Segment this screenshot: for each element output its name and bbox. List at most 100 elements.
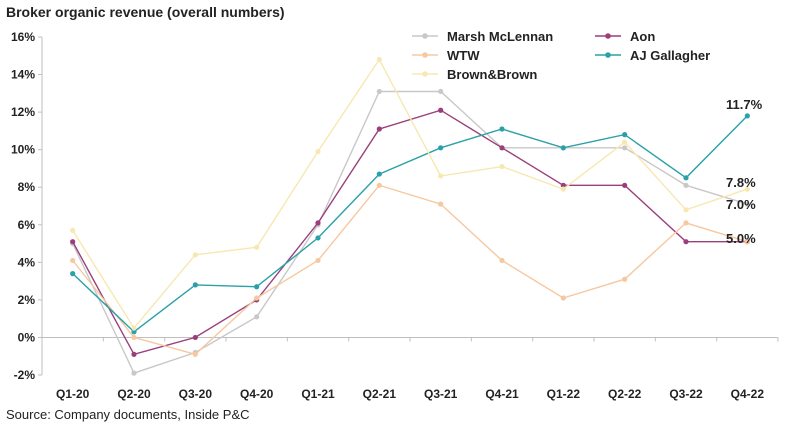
- legend: Marsh McLennan Aon WTW AJ Gallagher Brown&Br…: [412, 29, 710, 82]
- y-tick-label: 2%: [18, 293, 36, 307]
- data-point-marsh-mclennan: [622, 145, 628, 151]
- x-tick-label: Q1-22: [547, 387, 581, 401]
- data-point-wtw: [560, 295, 566, 301]
- data-point-brown-brown: [744, 186, 750, 192]
- data-point-brown-brown: [376, 56, 382, 63]
- data-point-aon: [683, 239, 689, 245]
- data-point-wtw: [622, 276, 628, 282]
- data-point-aon: [499, 145, 505, 151]
- x-tick-label: Q2-21: [363, 387, 397, 401]
- legend-label: WTW: [447, 48, 480, 63]
- data-point-brown-brown: [315, 148, 321, 155]
- data-point-aj-gallagher: [131, 329, 137, 335]
- data-point-aj-gallagher: [744, 113, 750, 119]
- y-tick-label: 6%: [18, 218, 36, 232]
- data-point-marsh-mclennan: [683, 182, 689, 188]
- data-point-aon: [376, 126, 382, 132]
- series-line-wtw: [72, 184, 748, 356]
- data-point-wtw: [376, 182, 382, 188]
- data-point-wtw: [499, 257, 505, 264]
- data-point-wtw: [683, 220, 689, 226]
- legend-label: Brown&Brown: [447, 67, 537, 82]
- data-point-wtw: [70, 257, 76, 264]
- series-line-aon: [72, 109, 748, 356]
- data-point-aj-gallagher: [315, 235, 321, 241]
- data-point-wtw: [131, 334, 137, 341]
- chart-axes: -2% 0% 2% 4% 6% 8% 10% 12% 14% 16% Q1-20 Q2-20 Q3-20…: [11, 30, 779, 401]
- data-point-wtw: [438, 201, 444, 207]
- data-point-wtw: [315, 257, 321, 264]
- data-point-aj-gallagher: [683, 175, 689, 181]
- y-tick-label: 4%: [18, 255, 36, 269]
- data-point-aon: [192, 334, 198, 341]
- y-tick-label: 8%: [18, 180, 36, 194]
- x-tick-label: Q4-21: [485, 387, 519, 401]
- x-tick-label: Q2-20: [117, 387, 151, 401]
- legend-item-aj-gallagher: AJ Gallagher: [595, 48, 710, 63]
- x-tick-label: Q1-21: [301, 387, 335, 401]
- data-point-wtw: [192, 351, 198, 357]
- data-point-aon: [560, 182, 566, 188]
- data-point-marsh-mclennan: [254, 314, 260, 320]
- y-tick-label: 14%: [11, 68, 35, 82]
- data-point-aj-gallagher: [70, 271, 76, 277]
- data-point-brown-brown: [192, 252, 198, 258]
- chart-source: Source: Company documents, Inside P&C: [6, 407, 250, 422]
- data-point-brown-brown: [560, 186, 566, 192]
- x-tick-label: Q4-22: [731, 387, 765, 401]
- data-point-brown-brown: [683, 207, 689, 213]
- data-point-aj-gallagher: [254, 284, 260, 290]
- data-point-wtw: [254, 295, 260, 301]
- end-label-aj-gallagher: 11.7%: [726, 97, 763, 112]
- legend-item-wtw: WTW: [412, 48, 480, 63]
- legend-item-marsh-mclennan: Marsh McLennan: [412, 29, 553, 44]
- data-point-brown-brown: [622, 139, 628, 145]
- y-tick-label: 10%: [11, 143, 35, 157]
- data-point-aj-gallagher: [560, 145, 566, 151]
- data-point-aon: [70, 239, 76, 245]
- legend-item-aon: Aon: [595, 29, 655, 44]
- end-label-wtw: 5.0%: [726, 231, 756, 246]
- legend-swatch-marker: [422, 71, 428, 77]
- y-tick-label: -2%: [14, 368, 36, 382]
- series-line-brown-brown: [72, 58, 748, 330]
- series-layer: [70, 56, 750, 376]
- data-point-brown-brown: [438, 173, 444, 179]
- series-line-marsh-mclennan: [72, 90, 748, 374]
- data-point-aj-gallagher: [499, 126, 505, 132]
- data-point-marsh-mclennan: [744, 201, 750, 207]
- data-point-wtw: [744, 239, 750, 245]
- y-tick-label: 12%: [11, 105, 35, 119]
- x-tick-label: Q2-22: [608, 387, 642, 401]
- legend-swatch-marker: [422, 33, 428, 39]
- chart-title: Broker organic revenue (overall numbers): [6, 4, 285, 20]
- legend-item-brown-brown: Brown&Brown: [412, 67, 537, 82]
- data-point-aj-gallagher: [376, 171, 382, 177]
- data-point-aon: [315, 220, 321, 226]
- legend-label: AJ Gallagher: [630, 48, 710, 63]
- series-line-aj-gallagher: [72, 115, 748, 333]
- data-point-marsh-mclennan: [376, 88, 382, 95]
- y-tick-label: 0%: [18, 330, 36, 344]
- x-tick-label: Q1-20: [56, 387, 90, 401]
- legend-swatch-marker: [605, 33, 611, 39]
- data-point-brown-brown: [499, 163, 505, 170]
- x-tick-label: Q3-22: [669, 387, 703, 401]
- data-point-aon: [131, 351, 137, 357]
- x-tick-label: Q3-20: [179, 387, 213, 401]
- data-point-aj-gallagher: [438, 145, 444, 151]
- data-point-aj-gallagher: [622, 132, 628, 138]
- end-labels: 7.0% 5.0% 11.7% 7.8%: [726, 97, 763, 246]
- x-tick-label: Q3-21: [424, 387, 458, 401]
- data-point-brown-brown: [131, 325, 137, 331]
- data-point-aj-gallagher: [192, 282, 198, 288]
- data-point-aon: [622, 182, 628, 188]
- end-label-marsh-mclennan: 7.0%: [726, 197, 756, 212]
- data-point-aon: [438, 107, 444, 113]
- data-point-brown-brown: [70, 227, 76, 234]
- data-point-marsh-mclennan: [438, 88, 444, 95]
- data-point-marsh-mclennan: [131, 370, 137, 376]
- x-tick-label: Q4-20: [240, 387, 274, 401]
- y-tick-label: 16%: [11, 30, 35, 44]
- data-point-brown-brown: [254, 244, 260, 250]
